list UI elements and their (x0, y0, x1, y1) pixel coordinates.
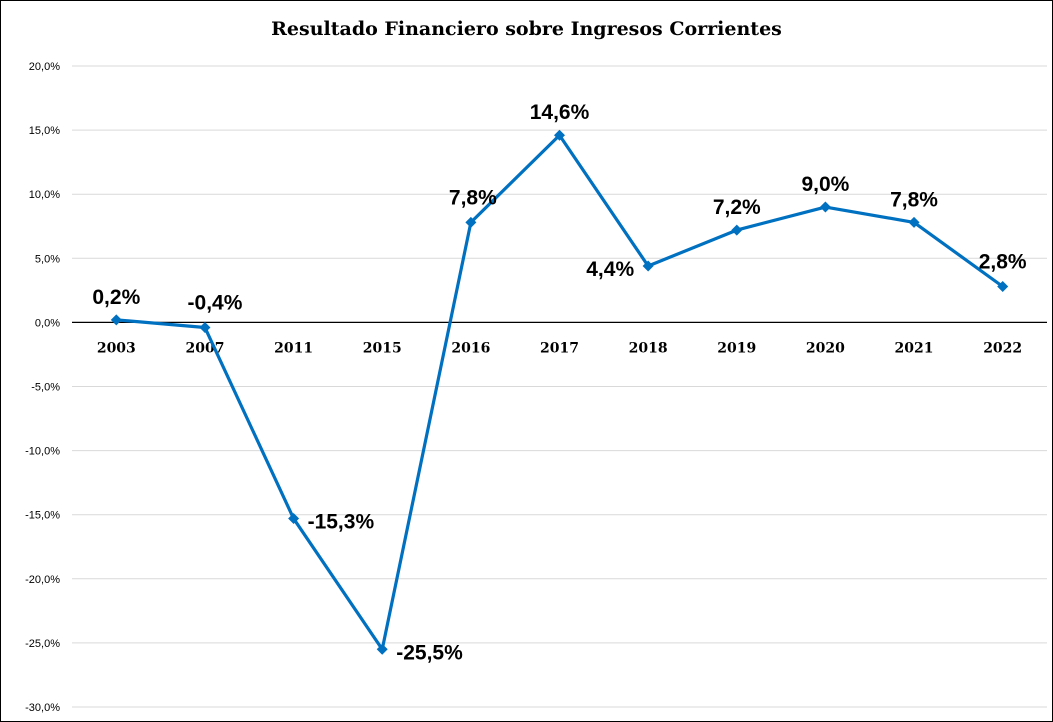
data-point (997, 281, 1009, 293)
y-tick-label: -10,0% (25, 446, 60, 458)
series-line (116, 133, 1004, 651)
y-tick-label: -20,0% (25, 574, 60, 586)
data-label: -25,5% (396, 641, 463, 664)
data-label: 4,4% (586, 258, 634, 281)
chart-title: Resultado Financiero sobre Ingresos Corr… (271, 18, 782, 40)
data-label: -0,4% (188, 292, 243, 315)
data-point (376, 643, 388, 655)
data-point (642, 260, 654, 272)
data-point (908, 216, 920, 228)
data-point (288, 513, 300, 525)
data-label: 9,0% (801, 173, 849, 196)
data-label: -15,3% (308, 511, 375, 534)
data-point (819, 201, 831, 213)
x-tick-label: 2019 (717, 340, 756, 356)
y-tick-label: -30,0% (25, 702, 60, 714)
x-tick-label: 2021 (895, 340, 934, 356)
y-tick-label: -25,0% (25, 638, 60, 650)
x-tick-label: 2017 (540, 340, 579, 356)
data-point (554, 129, 565, 141)
data-point (731, 224, 743, 236)
y-tick-label: 10,0% (29, 189, 60, 201)
y-tick-label: 15,0% (29, 125, 60, 137)
data-label: 7,8% (890, 188, 938, 211)
data-label: 0,2% (92, 286, 140, 309)
x-tick-label: 2018 (629, 340, 668, 356)
x-tick-label: 2003 (97, 340, 136, 356)
x-tick-label: 2015 (363, 340, 402, 356)
y-tick-label: -5,0% (31, 382, 60, 394)
data-point (465, 216, 477, 228)
y-tick-label: 5,0% (35, 253, 60, 265)
y-tick-label: 0,0% (35, 317, 60, 329)
data-label: 2,8% (979, 251, 1027, 274)
x-tick-label: 2011 (274, 340, 313, 356)
data-point (110, 314, 122, 326)
x-tick-label: 2016 (451, 340, 490, 356)
data-label: 7,2% (713, 196, 761, 219)
x-tick-label: 2020 (806, 340, 845, 356)
x-tick-label: 2022 (983, 340, 1022, 356)
y-tick-label: -15,0% (25, 510, 60, 522)
y-tick-label: 20,0% (29, 61, 60, 73)
data-label: 7,8% (449, 186, 497, 209)
data-label: 14,6% (530, 101, 590, 124)
data-point (199, 322, 211, 334)
x-tick-label: 2007 (185, 340, 224, 356)
